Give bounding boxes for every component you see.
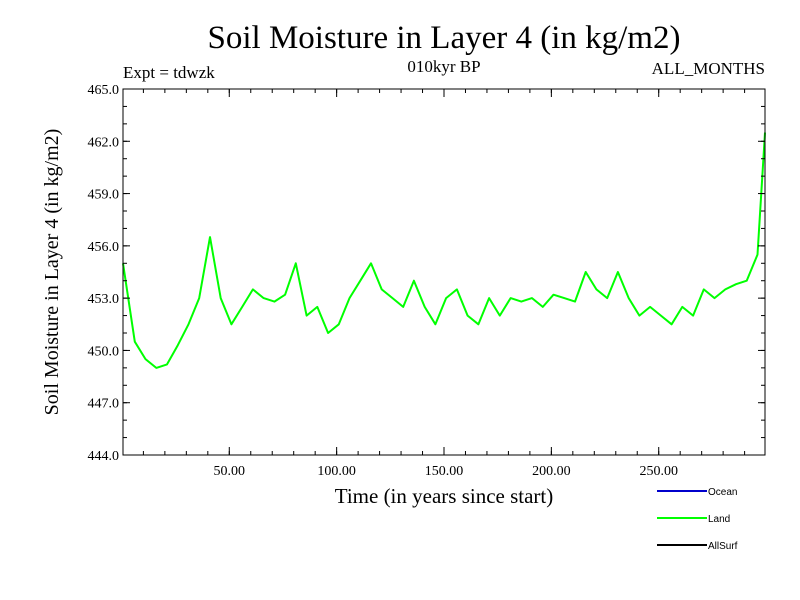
plot-area [122,132,766,369]
y-tick-label: 456.0 [88,240,120,255]
experiment-label: Expt = tdwzk [123,63,215,82]
months-label: ALL_MONTHS [652,59,765,78]
x-axis-label: Time (in years since start) [335,484,554,508]
chart-title: Soil Moisture in Layer 4 (in kg/m2) [208,20,681,56]
x-tick-label: 50.00 [214,464,246,479]
legend-label-land: Land [708,514,730,525]
y-tick-label: 462.0 [88,135,120,150]
x-tick-label: 200.00 [532,464,571,479]
y-tick-label: 459.0 [88,188,120,203]
y-tick-label: 447.0 [88,397,120,412]
y-tick-label: 465.0 [88,83,120,98]
x-axis: 50.00 100.00 150.00 200.00 250.00 [142,89,746,479]
y-tick-label: 450.0 [88,344,120,359]
x-tick-label: 250.00 [639,464,678,479]
plot-frame [122,88,766,456]
x-tick-label: 100.00 [317,464,356,479]
series-line-land [122,132,766,369]
y-axis: 444.0 447.0 450.0 453.0 456.0 459.0 462.0 465.0 [88,83,765,464]
x-tick-label: 150.00 [425,464,464,479]
period-label: 010kyr BP [407,57,480,76]
y-tick-label: 453.0 [88,292,120,307]
y-tick-label: 444.0 [88,449,120,464]
legend-label-allsurf: AllSurf [708,541,738,552]
legend-label-ocean: Ocean [708,487,737,498]
legend: Ocean Land AllSurf [657,487,738,552]
y-axis-label: Soil Moisture in Layer 4 (in kg/m2) [41,129,63,416]
